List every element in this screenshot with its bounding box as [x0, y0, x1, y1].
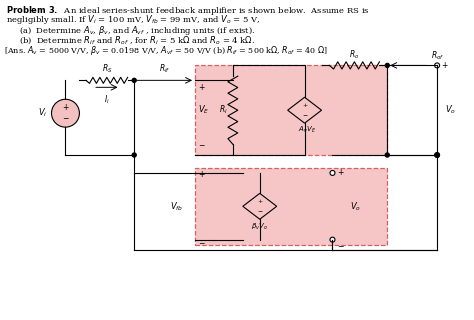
Text: $I_i$: $I_i$ — [104, 93, 109, 106]
Text: +: + — [257, 199, 263, 204]
Text: $R_o$: $R_o$ — [349, 49, 360, 61]
Text: +: + — [302, 103, 307, 108]
Text: $\beta_v V_o$: $\beta_v V_o$ — [251, 222, 268, 232]
Text: +: + — [198, 170, 204, 179]
Text: −: − — [337, 242, 344, 251]
Text: $A_v V_E$: $A_v V_E$ — [298, 125, 316, 135]
Text: (b)  Determine $R_{if}$ and $R_{of}$ , for $R_i$ = 5 k$\Omega$ and $R_o$ = 4 k$\: (b) Determine $R_{if}$ and $R_{of}$ , fo… — [18, 34, 255, 45]
Text: $V_i$: $V_i$ — [38, 107, 47, 119]
Circle shape — [385, 153, 389, 157]
Text: [Ans. $A_v$ = 5000 V/V, $\beta_v$ = 0.0198 V/V, $A_{vf}$ = 50 V/V (b) $R_{if}$ =: [Ans. $A_v$ = 5000 V/V, $\beta_v$ = 0.01… — [4, 44, 328, 57]
Text: $V_o$: $V_o$ — [350, 200, 362, 212]
Circle shape — [385, 63, 389, 68]
Text: −: − — [302, 113, 307, 118]
Text: +: + — [62, 103, 69, 112]
Text: +: + — [441, 61, 447, 70]
Text: +: + — [337, 168, 344, 178]
Text: $V_{fb}$: $V_{fb}$ — [170, 200, 183, 212]
Text: (a)  Determine $A_v$, $\beta_v$, and $A_{vf}$ , including units (if exist).: (a) Determine $A_v$, $\beta_v$, and $A_{… — [18, 24, 255, 36]
Text: $R_S$: $R_S$ — [101, 63, 112, 76]
Circle shape — [435, 153, 439, 157]
Text: $\mathbf{Problem\ 3.}$  An ideal series-shunt feedback amplifier is shown below.: $\mathbf{Problem\ 3.}$ An ideal series-s… — [6, 4, 369, 17]
Text: $V_E$: $V_E$ — [198, 104, 210, 116]
Text: −: − — [198, 141, 204, 150]
Circle shape — [435, 153, 439, 157]
Text: −: − — [62, 114, 69, 123]
Bar — [195, 65, 387, 155]
Text: $R_{of}$: $R_{of}$ — [431, 50, 444, 62]
Circle shape — [330, 237, 335, 242]
Bar — [195, 168, 387, 244]
Circle shape — [132, 78, 136, 82]
Circle shape — [330, 171, 335, 175]
Text: −: − — [257, 209, 263, 214]
Text: negligibly small. If $V_i$ = 100 mV, $V_{fb}$ = 99 mV, and $V_o$ = 5 V,: negligibly small. If $V_i$ = 100 mV, $V_… — [6, 13, 260, 26]
Circle shape — [52, 99, 80, 127]
Circle shape — [435, 63, 439, 68]
Text: $R_i$: $R_i$ — [219, 104, 228, 116]
Text: −: − — [198, 239, 204, 248]
Circle shape — [132, 153, 136, 157]
Text: +: + — [198, 83, 204, 92]
Text: $R_{if}$: $R_{if}$ — [159, 63, 170, 76]
Text: $V_o$: $V_o$ — [445, 104, 456, 116]
